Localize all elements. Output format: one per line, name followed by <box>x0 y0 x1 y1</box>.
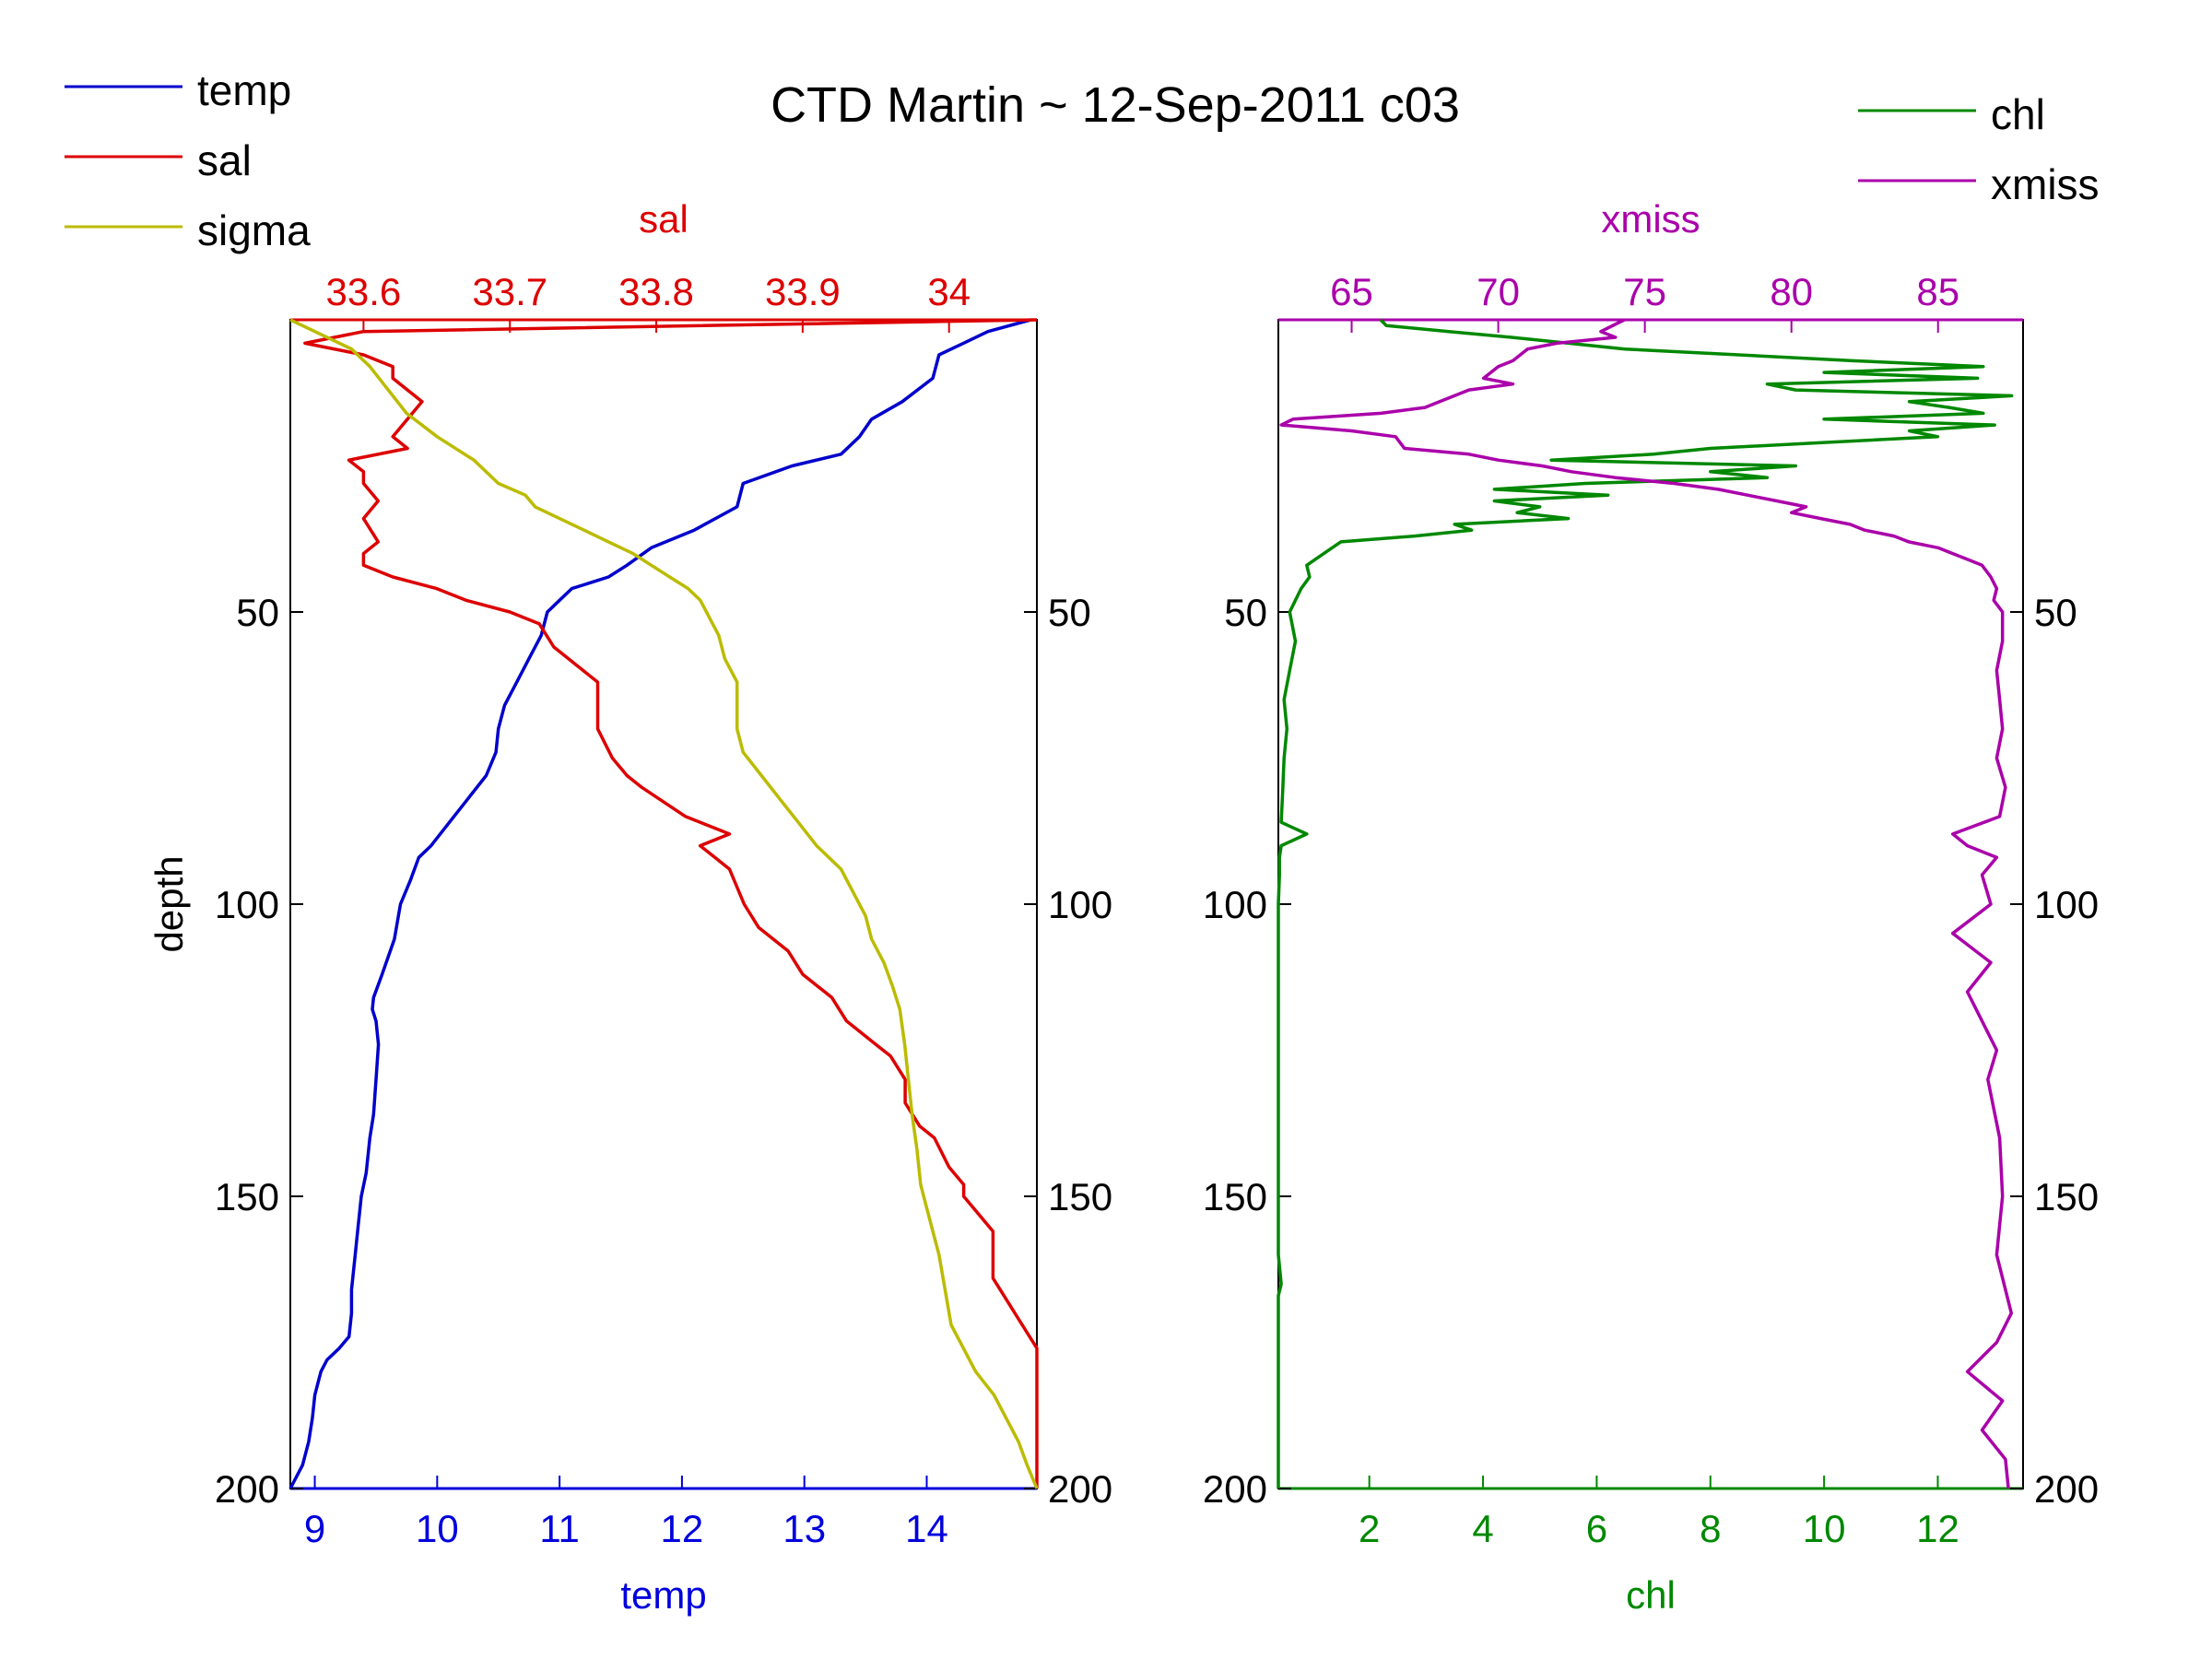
x-tick-label-bottom: 8 <box>1700 1507 1721 1550</box>
plot-area-right <box>1277 319 2024 1489</box>
x-tick-label-bottom: 13 <box>782 1507 826 1550</box>
series-line-xmiss <box>1279 318 2014 1489</box>
y-axis-label-depth: depth <box>147 855 191 952</box>
y-tick-label-left: 50 <box>236 591 279 634</box>
top-axis-label-sal: sal <box>639 197 688 241</box>
legend-label-chl: chl <box>1991 90 2045 138</box>
plot-area-left <box>289 319 1038 1489</box>
y-tick-label-left: 100 <box>1203 883 1267 926</box>
panel-ctd-temp-sal-sigma: depth sal temp 50 100 150 200 50 100 150 200 9 10… <box>147 197 1112 1617</box>
series-line-temp <box>288 318 1031 1489</box>
y-tick-label-right: 100 <box>1048 883 1112 926</box>
y-tick-label-left: 150 <box>1203 1175 1267 1218</box>
x-tick-label-bottom: 6 <box>1586 1507 1607 1550</box>
legend-label-temp: temp <box>197 66 291 114</box>
bottom-axis-label-temp: temp <box>620 1573 706 1617</box>
x-tick-label-bottom: 11 <box>539 1507 580 1550</box>
left-ticks: 50 100 150 200 50 100 150 200 9 10 11 12 13 14 33.6 33.… <box>215 270 1112 1550</box>
y-tick-label-right: 200 <box>1048 1467 1112 1511</box>
series-line-sigma <box>289 318 1039 1489</box>
y-tick-label-left: 100 <box>215 883 279 926</box>
x-tick-label-top: 34 <box>927 270 971 313</box>
legend-label-sal: sal <box>197 136 252 184</box>
y-tick-label-left: 200 <box>215 1467 279 1511</box>
y-tick-label-right: 150 <box>2034 1175 2099 1218</box>
x-tick-label-top: 33.9 <box>765 270 841 313</box>
x-tick-label-bottom: 12 <box>1916 1507 1959 1550</box>
x-tick-label-bottom: 9 <box>304 1507 325 1550</box>
y-tick-label-left: 200 <box>1203 1467 1267 1511</box>
x-tick-label-bottom: 2 <box>1359 1507 1380 1550</box>
x-tick-label-top: 70 <box>1477 270 1520 313</box>
y-tick-label-left: 150 <box>215 1175 279 1218</box>
x-tick-label-bottom: 12 <box>661 1507 704 1550</box>
legend-right: chl xmiss <box>1858 90 2100 208</box>
legend-label-xmiss: xmiss <box>1991 160 2100 208</box>
y-tick-label-right: 100 <box>2034 883 2099 926</box>
x-tick-label-top: 75 <box>1623 270 1666 313</box>
x-tick-label-bottom: 10 <box>1803 1507 1846 1550</box>
right-series-lines <box>1277 318 2014 1489</box>
bottom-axis-label-chl: chl <box>1626 1573 1676 1617</box>
legend-left: temp sal sigma <box>65 66 311 254</box>
x-tick-label-top: 33.8 <box>618 270 694 313</box>
x-tick-label-top: 33.6 <box>326 270 402 313</box>
top-axis-label-xmiss: xmiss <box>1601 197 1700 241</box>
x-tick-label-top: 33.7 <box>472 270 547 313</box>
legend-label-sigma: sigma <box>197 206 311 254</box>
series-line-sal <box>303 318 1039 1488</box>
x-tick-label-bottom: 14 <box>905 1507 948 1550</box>
x-tick-label-bottom: 10 <box>416 1507 459 1550</box>
panel-chl-xmiss: xmiss chl 50 100 150 200 50 100 150 200 2 4 6 8 10 12… <box>1203 197 2099 1617</box>
y-tick-label-right: 150 <box>1048 1175 1112 1218</box>
right-ticks: 50 100 150 200 50 100 150 200 2 4 6 8 10 12 65 70 75 80 85 <box>1203 270 2099 1550</box>
x-tick-label-bottom: 4 <box>1472 1507 1493 1550</box>
left-series-lines <box>288 318 1039 1489</box>
y-tick-label-right: 200 <box>2034 1467 2099 1511</box>
x-tick-label-top: 80 <box>1770 270 1813 313</box>
x-tick-label-top: 65 <box>1330 270 1373 313</box>
x-tick-label-top: 85 <box>1916 270 1959 313</box>
y-tick-label-right: 50 <box>2034 591 2077 634</box>
series-line-chl <box>1277 318 2014 1488</box>
y-tick-label-left: 50 <box>1224 591 1267 634</box>
chart-title: CTD Martin ~ 12-Sep-2011 c03 <box>771 77 1460 133</box>
y-tick-label-right: 50 <box>1048 591 1091 634</box>
